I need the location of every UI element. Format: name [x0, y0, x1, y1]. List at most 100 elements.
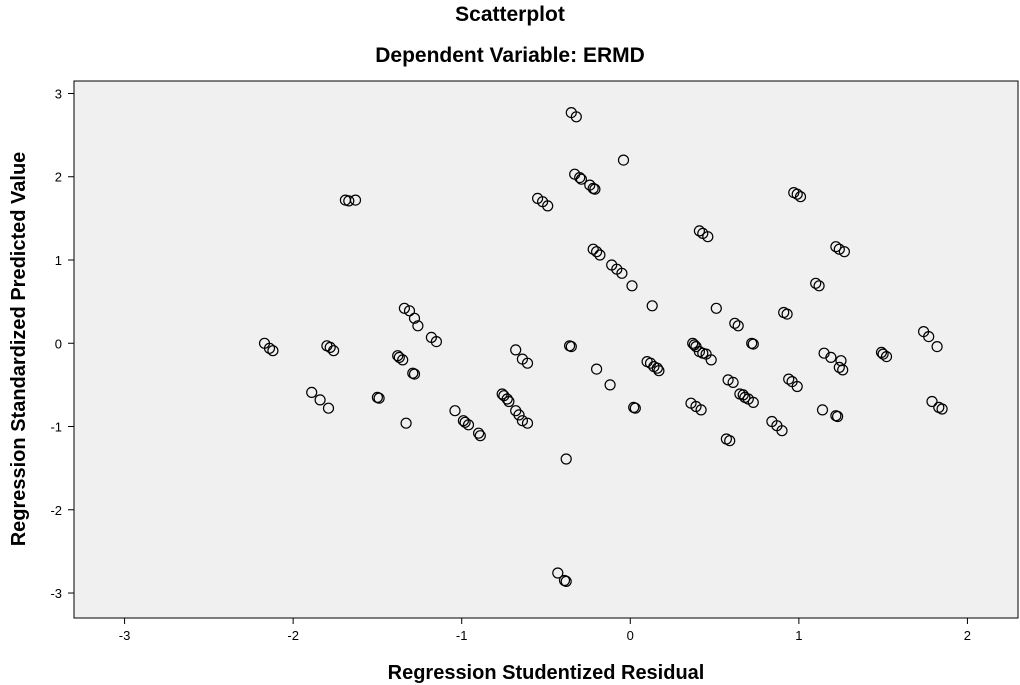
data-point [626, 280, 638, 292]
data-point [513, 409, 525, 421]
data-point [516, 415, 529, 427]
data-point [314, 394, 326, 406]
data-point [501, 393, 513, 405]
data-point [816, 404, 829, 416]
data-point [747, 338, 759, 350]
data-point [747, 396, 759, 408]
data-point [776, 425, 788, 437]
x-tick-label: -1 [456, 628, 468, 643]
data-point [430, 336, 442, 348]
y-tick-label: -3 [50, 586, 62, 601]
y-tick-label: 2 [55, 170, 62, 185]
data-point [926, 395, 938, 408]
data-point [629, 402, 641, 414]
data-point [589, 183, 601, 195]
data-point [830, 241, 842, 253]
data-point [575, 173, 588, 185]
x-axis-label: Regression Studentized Residual [388, 662, 705, 684]
data-point [651, 362, 663, 374]
data-point [408, 312, 421, 324]
data-point [833, 361, 845, 373]
data-point [306, 386, 318, 398]
data-point [783, 373, 795, 385]
data-point [646, 300, 658, 312]
x-tick-label: 1 [795, 628, 802, 643]
x-tick-label: 2 [964, 628, 971, 643]
y-axis-label: Regression Standardized Predicted Value [8, 152, 30, 547]
data-point [724, 435, 736, 447]
data-point [791, 380, 803, 393]
data-point [825, 351, 837, 363]
chart-subtitle: Dependent Variable: ERMD [375, 44, 645, 67]
data-point [936, 403, 948, 415]
data-point [781, 308, 793, 320]
data-point [328, 345, 340, 357]
data-point [693, 225, 706, 237]
data-point [616, 267, 628, 279]
chart-title: Scatterplot [455, 3, 565, 26]
data-point [617, 154, 630, 166]
data-point [459, 416, 471, 428]
data-point [837, 364, 849, 376]
data-point [263, 342, 276, 354]
data-point [462, 419, 475, 431]
data-point [590, 246, 603, 258]
plot-area [73, 80, 1019, 619]
data-point [880, 351, 893, 363]
data-point [349, 194, 362, 206]
data-point [267, 345, 279, 357]
data-point [810, 277, 822, 289]
data-point [813, 280, 825, 292]
data-point [687, 337, 699, 349]
data-point [833, 243, 845, 255]
data-point [324, 341, 336, 353]
data-point [705, 354, 717, 366]
data-point [397, 354, 409, 366]
data-point [373, 392, 385, 404]
data-point [732, 320, 744, 332]
y-tick-label: 3 [55, 86, 62, 101]
data-point [322, 402, 335, 414]
x-tick-label: -3 [119, 628, 131, 643]
data-point [727, 376, 739, 388]
data-point [474, 430, 486, 442]
data-point [542, 200, 554, 212]
data-point [398, 302, 410, 314]
data-point [473, 427, 485, 439]
data-point [791, 188, 803, 200]
data-point [510, 344, 522, 356]
data-point [412, 320, 424, 332]
data-point [449, 405, 461, 417]
data-point [400, 417, 412, 429]
y-tick-label: 1 [55, 253, 62, 268]
data-point [831, 410, 844, 423]
data-point [408, 368, 421, 380]
data-point [695, 404, 707, 416]
y-tick-label: 0 [55, 336, 62, 351]
data-point [604, 379, 616, 391]
data-point [560, 575, 572, 588]
data-point [552, 567, 564, 579]
data-point [393, 351, 405, 363]
data-point [653, 365, 665, 377]
data-point [702, 231, 714, 243]
data-point [521, 357, 534, 369]
y-tick-label: -2 [50, 503, 62, 518]
data-point [931, 341, 943, 353]
y-tick-label: -1 [50, 420, 62, 435]
data-point [710, 302, 722, 314]
data-point [923, 331, 935, 343]
data-point [594, 249, 606, 261]
data-point [343, 195, 355, 207]
data-point [877, 348, 889, 360]
data-point [560, 453, 572, 465]
data-point [503, 395, 515, 408]
data-point [521, 417, 534, 429]
x-tick-label: 0 [627, 628, 634, 643]
data-point [574, 172, 586, 184]
data-point [570, 111, 582, 123]
x-tick-label: -2 [287, 628, 299, 643]
data-point [590, 363, 603, 375]
data-point [794, 191, 807, 203]
